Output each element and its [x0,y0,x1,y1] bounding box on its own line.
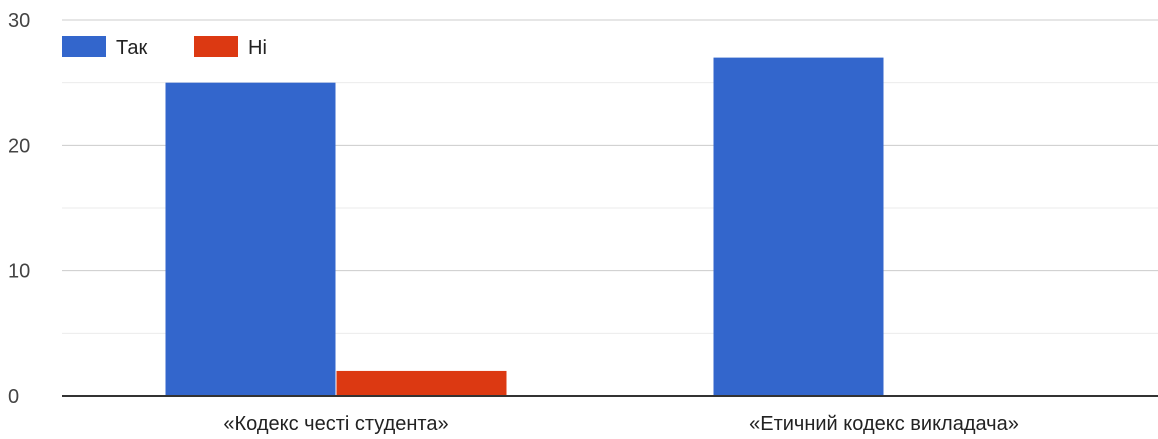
legend-item-yes[interactable]: Так [62,36,147,59]
x-category-label: «Етичний кодекс викладача» [749,413,1019,435]
bar-no-0 [336,370,507,396]
y-tick-label: 0 [8,386,19,408]
x-category-label: «Кодекс честі студента» [223,413,448,435]
bar-yes-1 [713,57,884,396]
y-tick-label: 20 [8,135,30,157]
legend[interactable]: Так Ні [62,36,267,59]
legend-swatch [194,36,238,57]
bar-yes-0 [165,82,336,397]
legend-label: Ні [248,37,267,59]
legend-label: Так [116,37,147,59]
y-tick-label: 10 [8,261,30,283]
y-axis-ticks: 0 10 20 30 [8,10,30,408]
x-axis: «Кодекс честі студента» «Етичний кодекс в… [62,395,1158,435]
legend-swatch [62,36,106,57]
bars [165,57,884,397]
legend-item-no[interactable]: Ні [194,36,267,59]
y-tick-label: 30 [8,10,30,32]
